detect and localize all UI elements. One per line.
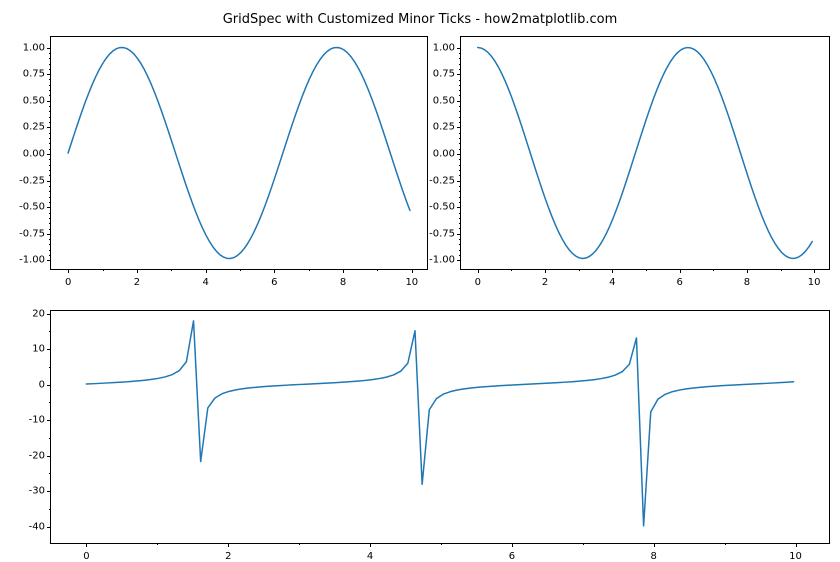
- xtick-mark: [137, 269, 138, 273]
- xtick-minor: [646, 269, 647, 271]
- xtick-label: 2: [134, 277, 140, 288]
- xtick-label: 0: [65, 277, 71, 288]
- ytick-label: 0.25: [433, 122, 461, 133]
- ytick-label: 20: [32, 308, 51, 319]
- xtick-mark: [545, 269, 546, 273]
- axes-cos: 0246810-1.00-0.75-0.50-0.250.000.250.500…: [460, 36, 830, 270]
- xtick-mark: [228, 543, 229, 547]
- ytick-label: -30: [29, 486, 51, 497]
- xtick-label: 10: [789, 551, 802, 562]
- ytick-label: -0.75: [429, 228, 461, 239]
- xtick-minor: [157, 543, 158, 545]
- xtick-minor: [725, 543, 726, 545]
- ytick-label: 0.00: [23, 149, 51, 160]
- xtick-mark: [612, 269, 613, 273]
- ytick-label: 10: [32, 344, 51, 355]
- xtick-mark: [747, 269, 748, 273]
- ytick-label: -1.00: [19, 255, 51, 266]
- xtick-label: 6: [676, 277, 682, 288]
- xtick-mark: [654, 543, 655, 547]
- xtick-minor: [103, 269, 104, 271]
- xtick-mark: [796, 543, 797, 547]
- ytick-label: -10: [29, 415, 51, 426]
- ytick-label: -0.75: [19, 228, 51, 239]
- xtick-label: 4: [367, 551, 373, 562]
- ytick-label: -0.25: [429, 175, 461, 186]
- xtick-label: 6: [509, 551, 515, 562]
- xtick-label: 0: [83, 551, 89, 562]
- xtick-minor: [309, 269, 310, 271]
- ytick-label: -1.00: [429, 255, 461, 266]
- xtick-minor: [781, 269, 782, 271]
- xtick-mark: [478, 269, 479, 273]
- ytick-label: 0.75: [433, 69, 461, 80]
- xtick-mark: [370, 543, 371, 547]
- xtick-mark: [206, 269, 207, 273]
- xtick-label: 4: [202, 277, 208, 288]
- ytick-label: 0.00: [433, 149, 461, 160]
- xtick-label: 2: [225, 551, 231, 562]
- ytick-label: -0.50: [19, 202, 51, 213]
- xtick-mark: [343, 269, 344, 273]
- xtick-minor: [511, 269, 512, 271]
- ytick-label: -0.50: [429, 202, 461, 213]
- xtick-mark: [412, 269, 413, 273]
- xtick-minor: [171, 269, 172, 271]
- figure: GridSpec with Customized Minor Ticks - h…: [0, 0, 840, 560]
- plot-line: [461, 37, 829, 269]
- ytick-label: -0.25: [19, 175, 51, 186]
- xtick-label: 0: [475, 277, 481, 288]
- ytick-label: -40: [29, 521, 51, 532]
- xtick-label: 10: [405, 277, 418, 288]
- xtick-minor: [441, 543, 442, 545]
- xtick-label: 6: [271, 277, 277, 288]
- xtick-minor: [579, 269, 580, 271]
- xtick-label: 10: [808, 277, 821, 288]
- ytick-label: 0.75: [23, 69, 51, 80]
- xtick-mark: [86, 543, 87, 547]
- plot-line: [51, 37, 427, 269]
- xtick-label: 8: [340, 277, 346, 288]
- xtick-label: 8: [651, 551, 657, 562]
- axes-tan: 0246810-40-30-20-1001020: [50, 310, 830, 544]
- xtick-mark: [68, 269, 69, 273]
- axes-sin: 0246810-1.00-0.75-0.50-0.250.000.250.500…: [50, 36, 428, 270]
- xtick-label: 8: [744, 277, 750, 288]
- xtick-minor: [583, 543, 584, 545]
- xtick-minor: [713, 269, 714, 271]
- ytick-label: 0.25: [23, 122, 51, 133]
- xtick-minor: [299, 543, 300, 545]
- xtick-minor: [377, 269, 378, 271]
- ytick-label: 1.00: [23, 42, 51, 53]
- xtick-label: 4: [609, 277, 615, 288]
- xtick-mark: [274, 269, 275, 273]
- figure-suptitle: GridSpec with Customized Minor Ticks - h…: [0, 12, 840, 27]
- xtick-mark: [512, 543, 513, 547]
- ytick-label: 0.50: [433, 95, 461, 106]
- xtick-mark: [814, 269, 815, 273]
- xtick-mark: [680, 269, 681, 273]
- xtick-label: 2: [542, 277, 548, 288]
- ytick-label: 0: [39, 379, 51, 390]
- ytick-label: -20: [29, 450, 51, 461]
- xtick-minor: [240, 269, 241, 271]
- ytick-label: 0.50: [23, 95, 51, 106]
- plot-line: [51, 311, 829, 543]
- ytick-label: 1.00: [433, 42, 461, 53]
